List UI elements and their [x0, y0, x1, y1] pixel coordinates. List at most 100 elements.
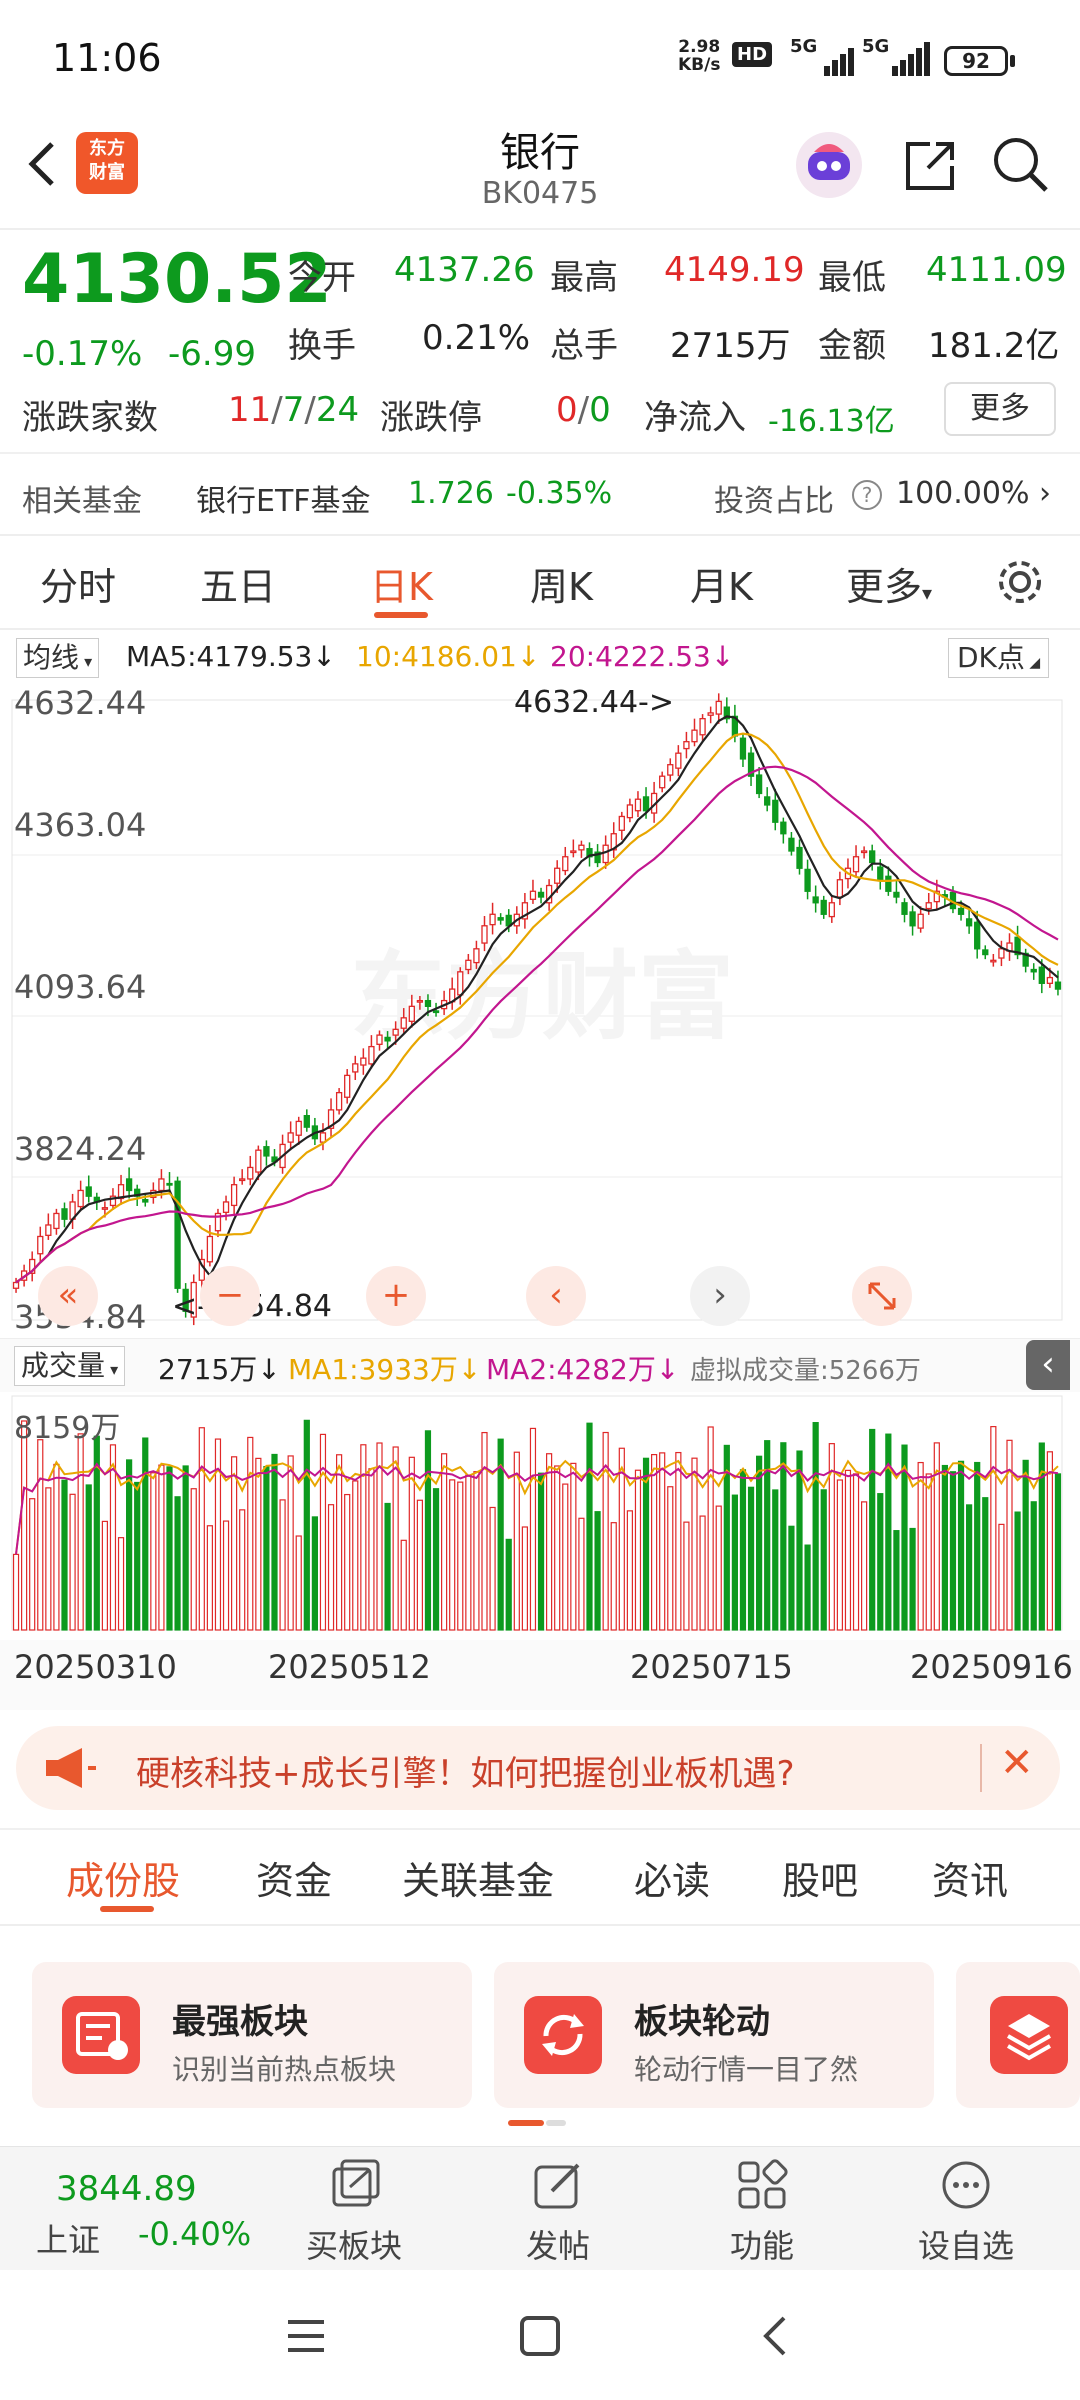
ma-selector[interactable]: 均线 ▾ — [16, 638, 100, 678]
volume-chart[interactable]: 8159万 — [0, 1394, 1080, 1634]
tab-capital[interactable]: 资金 — [256, 1859, 333, 1903]
ma20-line — [15, 765, 1059, 1284]
candle — [529, 890, 537, 900]
volume-bar — [925, 1473, 932, 1631]
scroll-right-button[interactable]: › — [690, 1266, 750, 1326]
help-icon[interactable]: ? — [852, 480, 882, 510]
more-button[interactable]: 更多 — [944, 382, 1056, 436]
tab-related-funds[interactable]: 关联基金 — [402, 1859, 555, 1903]
netflow-label: 净流入 — [644, 398, 746, 438]
chart-settings-button[interactable] — [994, 556, 1046, 608]
card-sector-rotation[interactable]: 板块轮动 轮动行情一目了然 — [494, 1962, 934, 2108]
fund-name-link[interactable]: 银行ETF基金 — [196, 484, 371, 519]
tab-monthly-k[interactable]: 月K — [690, 565, 753, 609]
candle — [755, 774, 763, 795]
tab-five-day[interactable]: 五日 — [200, 565, 277, 609]
candle — [998, 948, 1005, 959]
tab-constituents[interactable]: 成份股 — [66, 1859, 181, 1903]
ai-assistant-button[interactable] — [796, 132, 862, 198]
candle — [852, 856, 860, 873]
system-back-button[interactable] — [752, 2312, 800, 2360]
volume-bar — [885, 1433, 892, 1631]
layers-icon — [990, 1996, 1068, 2074]
volume-frame — [11, 1395, 1063, 1631]
tab-daily-k[interactable]: 日K — [370, 565, 433, 609]
volume-bar — [610, 1522, 617, 1631]
home-icon — [520, 2316, 560, 2356]
nav-buy-sector[interactable]: 买板块 — [292, 2157, 416, 2267]
scroll-far-left-button[interactable]: « — [38, 1266, 98, 1326]
index-ticker[interactable]: 3844.89 上证 -0.40% — [0, 2147, 270, 2271]
search-icon — [994, 138, 1048, 192]
promo-banner[interactable]: 硬核科技+成长引擎！如何把握创业板机遇? ✕ — [16, 1726, 1060, 1810]
search-button[interactable] — [990, 134, 1052, 196]
back-button[interactable] — [18, 134, 68, 194]
nav-add-watchlist[interactable]: 设自选 — [904, 2157, 1028, 2267]
candle — [368, 1045, 375, 1065]
tab-intraday[interactable]: 分时 — [40, 565, 117, 609]
candle — [239, 1178, 246, 1182]
volume-bar — [93, 1435, 100, 1631]
candle — [303, 1115, 310, 1128]
volume-ma1: MA1:3933万↓ — [288, 1353, 482, 1386]
tab-weekly-k[interactable]: 周K — [530, 565, 593, 609]
candle — [594, 851, 601, 864]
net-speed: 2.98 KB/s — [678, 37, 721, 75]
candle — [957, 907, 965, 915]
ma5-value: MA5:4179.53↓ — [126, 640, 336, 673]
volume-bar — [69, 1493, 76, 1631]
tab-must-read[interactable]: 必读 — [634, 1859, 711, 1903]
fullscreen-button[interactable] — [852, 1266, 912, 1326]
buy-sector-icon — [332, 2159, 380, 2207]
zoom-in-button[interactable]: + — [366, 1266, 426, 1326]
volume-bar — [198, 1427, 205, 1631]
banner-text: 硬核科技+成长引擎！如何把握创业板机遇? — [136, 1754, 795, 1794]
candle — [618, 815, 625, 831]
tab-forum[interactable]: 股吧 — [782, 1859, 859, 1903]
volume-bar — [1022, 1459, 1029, 1631]
candle — [634, 798, 642, 812]
volume-indicator-selector[interactable]: 成交量 ▾ — [14, 1346, 126, 1386]
invest-ratio-value[interactable]: 100.00% › — [896, 476, 1052, 511]
candle — [376, 1034, 383, 1045]
collapse-panel-button[interactable]: ‹ — [1026, 1340, 1070, 1390]
candle — [578, 844, 585, 851]
edit-icon — [534, 2163, 580, 2209]
volume-bar — [836, 1479, 843, 1631]
volume-bar — [21, 1420, 28, 1631]
x-label-0: 20250310 — [14, 1648, 177, 1686]
index-change: -0.40% — [138, 2215, 252, 2253]
volume-today: 2715万↓ — [158, 1353, 281, 1386]
menu-button[interactable] — [282, 2312, 330, 2360]
card-strongest-sector[interactable]: 最强板块 识别当前热点板块 — [32, 1962, 472, 2108]
volume-bar — [303, 1419, 310, 1631]
candle — [739, 737, 747, 760]
volume-bar — [384, 1502, 391, 1631]
candle — [901, 902, 908, 915]
tab-news[interactable]: 资讯 — [932, 1859, 1009, 1903]
card-subtitle: 轮动行情一目了然 — [634, 2053, 859, 2086]
scroll-left-button[interactable]: ‹ — [526, 1266, 586, 1326]
nav-functions[interactable]: 功能 — [700, 2157, 824, 2267]
kline-chart[interactable]: 东方财富 4632.44 4363.04 4093.64 3824.24 355… — [0, 680, 1080, 1340]
candle — [917, 913, 924, 929]
card-partial[interactable] — [956, 1962, 1080, 2108]
close-banner-icon[interactable]: ✕ — [1000, 1740, 1034, 1786]
volume-bar — [820, 1489, 827, 1631]
share-button[interactable] — [900, 134, 962, 196]
ma5-line — [15, 715, 1059, 1284]
nav-post[interactable]: 发帖 — [496, 2157, 620, 2267]
candle — [101, 1207, 109, 1210]
volume-bar — [966, 1504, 973, 1631]
candle — [263, 1146, 270, 1157]
volume-bar — [424, 1430, 432, 1631]
index-value: 3844.89 — [56, 2169, 197, 2209]
dk-point-button[interactable]: DK点 ◢ — [948, 638, 1050, 678]
home-button[interactable] — [516, 2312, 564, 2360]
candle — [457, 971, 464, 996]
tab-more[interactable]: 更多▾ — [846, 565, 933, 609]
volume-bar — [255, 1457, 262, 1631]
back-icon — [763, 2316, 786, 2356]
volume-bar — [481, 1431, 488, 1631]
zoom-out-button[interactable]: − — [200, 1266, 260, 1326]
